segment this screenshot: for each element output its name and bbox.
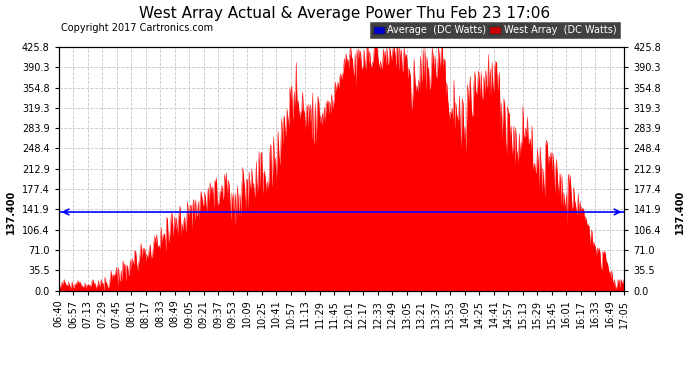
Text: West Array Actual & Average Power Thu Feb 23 17:06: West Array Actual & Average Power Thu Fe… bbox=[139, 6, 551, 21]
Text: 137.400: 137.400 bbox=[6, 190, 17, 234]
Legend: Average  (DC Watts), West Array  (DC Watts): Average (DC Watts), West Array (DC Watts… bbox=[370, 22, 620, 38]
Text: 137.400: 137.400 bbox=[676, 190, 685, 234]
Text: Copyright 2017 Cartronics.com: Copyright 2017 Cartronics.com bbox=[61, 24, 214, 33]
